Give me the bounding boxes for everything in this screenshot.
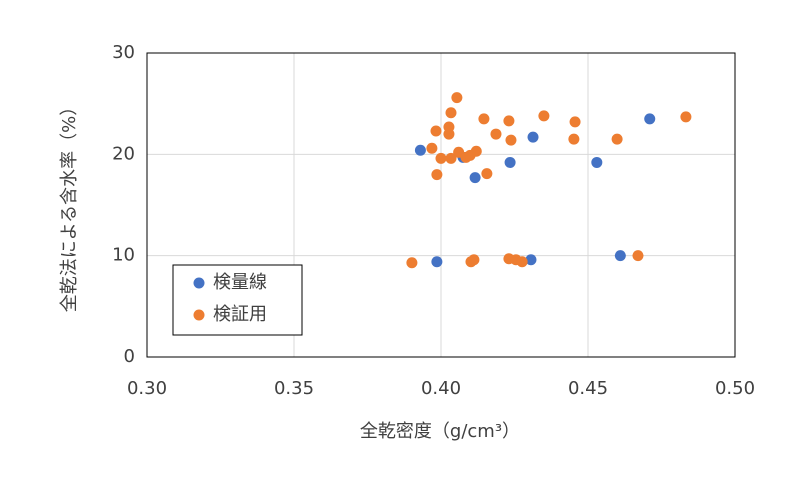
y-tick-label: 30 (112, 42, 135, 63)
legend-label: 検量線 (213, 272, 267, 293)
point (538, 110, 550, 122)
point (591, 156, 603, 168)
point (431, 169, 443, 181)
point (406, 257, 418, 269)
x-tick-label: 0.45 (568, 378, 608, 399)
point (445, 107, 457, 119)
x-tick-label: 0.35 (274, 378, 314, 399)
point (414, 144, 426, 156)
point (611, 133, 623, 145)
point (443, 128, 455, 140)
point (568, 133, 580, 145)
legend-marker (193, 277, 205, 289)
y-tick-label: 0 (124, 346, 135, 367)
point (569, 116, 581, 128)
point (430, 125, 442, 137)
point (505, 134, 517, 146)
x-tick-label: 0.40 (421, 378, 461, 399)
plot-frame (146, 52, 736, 358)
point (614, 250, 626, 262)
point (470, 145, 482, 157)
point (527, 131, 539, 143)
point (469, 172, 481, 184)
point (451, 92, 463, 104)
point (503, 115, 515, 127)
y-axis-label: 全乾法による含水率（%） (59, 98, 80, 313)
point (435, 152, 447, 164)
point (504, 156, 516, 168)
legend-box (172, 264, 303, 336)
point (431, 256, 443, 268)
point (468, 254, 480, 266)
point (478, 113, 490, 125)
point (426, 142, 438, 154)
point (525, 254, 537, 266)
legend-label: 検証用 (213, 304, 267, 325)
point (632, 250, 644, 262)
x-axis-label: 全乾密度（g/cm³） (360, 421, 520, 442)
point (445, 152, 457, 164)
y-tick-label: 20 (112, 143, 135, 164)
point (516, 256, 528, 268)
point (490, 128, 502, 140)
x-tick-label: 0.30 (127, 378, 167, 399)
point (680, 111, 692, 123)
point (644, 113, 656, 125)
x-tick-label: 0.50 (715, 378, 755, 399)
y-tick-label: 10 (112, 245, 135, 266)
point (481, 168, 493, 180)
legend-marker (193, 309, 205, 321)
